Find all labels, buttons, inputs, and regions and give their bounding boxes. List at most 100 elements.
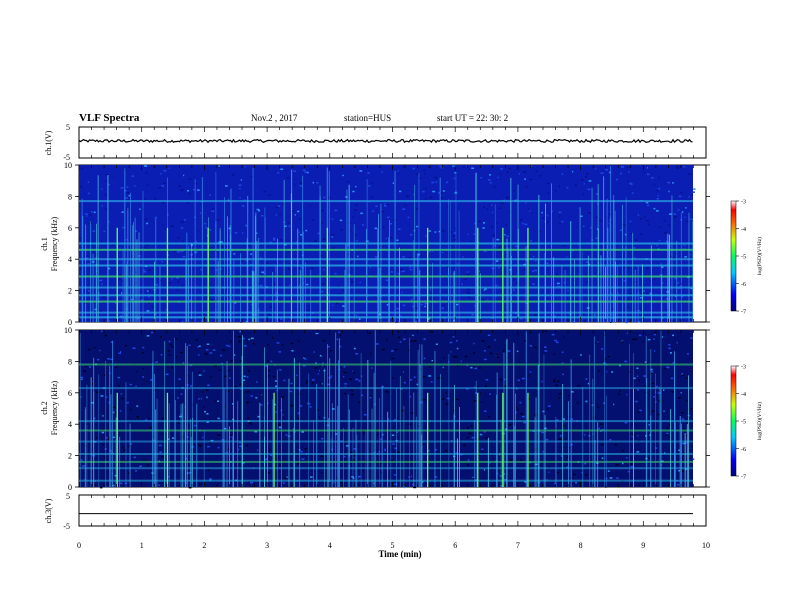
psd-sferic [168, 403, 170, 487]
psd-speckle [572, 321, 575, 323]
psd-speckle [220, 354, 223, 357]
psd-speckle [691, 194, 693, 196]
psd-speckle [561, 173, 564, 175]
psd-sferic [633, 388, 634, 487]
psd-speckle [666, 427, 669, 429]
ch2-colorbar-label: log(PSD)(V²/Hz) [756, 402, 763, 440]
psd-speckle [168, 354, 171, 356]
psd-speckle [505, 224, 507, 226]
psd-speckle [420, 401, 423, 404]
freq-tick-label: 10 [64, 326, 72, 335]
psd-speckle [209, 352, 213, 354]
psd-speckle [623, 280, 626, 282]
psd-speckle [396, 307, 400, 310]
psd-spike [502, 392, 504, 487]
psd-sferic [79, 332, 81, 487]
psd-sferic [337, 406, 339, 487]
psd-speckle [212, 207, 214, 210]
psd-speckle [408, 476, 410, 479]
psd-sferic [419, 364, 421, 487]
ch3-ytick-bottom: -5 [63, 522, 70, 531]
psd-sferic [537, 365, 539, 487]
psd-sferic [338, 360, 339, 487]
psd-speckle [190, 385, 193, 387]
psd-speckle [385, 238, 387, 240]
psd-speckle [539, 230, 542, 233]
psd-speckle [306, 382, 308, 384]
psd-speckle [676, 341, 678, 344]
psd-speckle [423, 338, 426, 340]
psd-speckle [161, 456, 165, 458]
psd-speckle [415, 307, 418, 309]
psd-speckle [659, 274, 662, 276]
psd-speckle [672, 334, 674, 337]
psd-speckle [633, 389, 635, 391]
psd-speckle [624, 422, 628, 424]
psd-speckle [321, 383, 323, 385]
psd-speckle [632, 338, 635, 340]
psd-speckle [343, 375, 345, 378]
psd-sferic [367, 360, 369, 487]
psd-speckle [499, 207, 502, 209]
psd-speckle [560, 455, 563, 457]
psd-speckle [270, 360, 273, 363]
psd-sferic [246, 238, 248, 322]
psd-speckle [385, 338, 388, 341]
psd-speckle [485, 437, 489, 439]
psd-speckle [146, 247, 148, 249]
psd-speckle [682, 443, 685, 445]
psd-speckle [420, 368, 422, 370]
psd-sferic [366, 229, 367, 322]
psd-speckle [304, 171, 307, 173]
psd-speckle [297, 463, 300, 465]
psd-speckle [524, 178, 526, 180]
psd-speckle [577, 402, 579, 404]
psd-speckle [240, 179, 242, 181]
psd-sferic [475, 380, 477, 487]
psd-speckle [327, 383, 330, 386]
psd-speckle [310, 476, 313, 478]
psd-sferic [223, 387, 225, 487]
colorbar-tick-label: -5 [741, 255, 746, 261]
psd-speckle [597, 203, 599, 205]
psd-speckle [391, 357, 395, 360]
psd-sferic [680, 212, 682, 322]
psd-speckle [248, 370, 251, 372]
psd-speckle [646, 220, 650, 222]
psd-speckle [312, 219, 315, 221]
psd-speckle [555, 273, 558, 275]
psd-speckle [386, 239, 390, 241]
psd-speckle [626, 299, 629, 302]
psd-speckle [170, 225, 174, 227]
psd-sferic [688, 212, 690, 322]
psd-speckle [508, 167, 511, 170]
psd-speckle [455, 190, 457, 193]
psd-speckle [275, 214, 278, 216]
psd-speckle [442, 190, 445, 192]
psd-speckle [322, 362, 324, 364]
psd-speckle [403, 381, 406, 384]
psd-speckle [199, 212, 202, 214]
psd-speckle [628, 370, 631, 373]
psd-speckle [456, 303, 459, 306]
psd-speckle [434, 176, 438, 179]
psd-speckle [281, 396, 284, 398]
psd-band [79, 453, 693, 455]
psd-speckle [362, 432, 365, 434]
psd-speckle [299, 185, 302, 187]
ch2-colorbar [730, 365, 737, 477]
psd-speckle [594, 342, 597, 344]
psd-speckle [275, 292, 278, 294]
psd-speckle [392, 182, 394, 184]
time-axis-tick-labels: 0 1 2 3 4 5 6 7 8 9 10 [77, 541, 710, 550]
psd-speckle [290, 404, 294, 407]
psd-band [79, 311, 693, 314]
psd-speckle [484, 410, 487, 412]
psd-sferic [544, 415, 546, 487]
psd-sferic [452, 272, 454, 322]
psd-speckle [525, 202, 527, 204]
psd-speckle [683, 442, 686, 445]
psd-speckle [678, 397, 681, 399]
psd-sferic [366, 179, 368, 322]
